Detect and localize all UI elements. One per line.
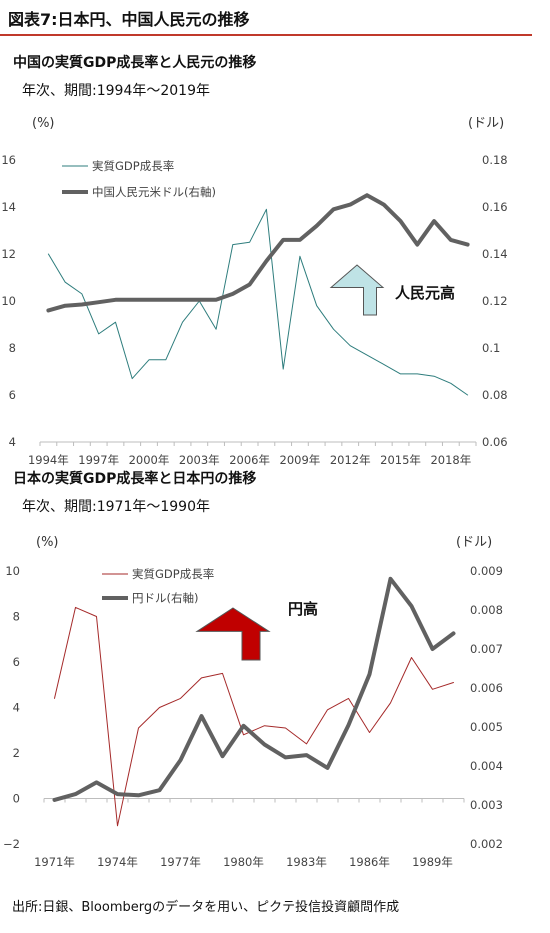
series-line-1 <box>54 606 454 827</box>
legend-label: 実質GDP成長率 <box>132 567 214 581</box>
right-axis-unit: (ドル) <box>456 535 492 550</box>
x-tick-label: 1974年 <box>97 855 138 869</box>
x-tick-label: 2018年 <box>430 453 471 467</box>
x-tick-label: 2000年 <box>129 453 170 467</box>
x-tick-label: 1997年 <box>78 453 119 467</box>
annotation-label: 円高 <box>288 600 318 618</box>
right-tick-label: 0.005 <box>470 720 503 734</box>
x-tick-label: 1983年 <box>286 855 327 869</box>
chart2-title: 日本の実質GDP成長率と日本円の推移 <box>13 471 257 487</box>
right-tick-label: 0.002 <box>470 837 503 851</box>
left-axis-unit: (%) <box>32 116 55 131</box>
series-line-2 <box>46 193 470 313</box>
x-tick-label: 1971年 <box>34 855 75 869</box>
right-tick-label: 0.007 <box>470 642 503 656</box>
right-tick-label: 0.06 <box>482 435 508 449</box>
left-tick-label: 6 <box>13 655 20 669</box>
left-tick-label: 4 <box>9 435 16 449</box>
up-arrow-icon <box>329 264 385 316</box>
right-tick-label: 0.1 <box>482 341 500 355</box>
series-line-2 <box>52 576 456 802</box>
right-tick-label: 0.08 <box>482 388 508 402</box>
right-tick-label: 0.008 <box>470 603 503 617</box>
left-tick-label: 10 <box>5 564 20 578</box>
right-tick-label: 0.004 <box>470 759 503 773</box>
left-tick-label: 8 <box>9 341 16 355</box>
chart2-plot: (%) (ドル) −2 0 2 4 6 8 10 0.002 0.003 0.004 0.005 0.00… <box>3 535 503 869</box>
legend-label: 円ドル(右軸) <box>132 591 198 605</box>
title-divider <box>0 34 532 36</box>
x-tick-label: 1994年 <box>28 453 69 467</box>
chart1-subtitle: 年次、期間:1994年〜2019年 <box>22 83 210 99</box>
annotation-label: 人民元高 <box>395 284 455 302</box>
right-tick-label: 0.14 <box>482 247 508 261</box>
x-tick-label: 2009年 <box>280 453 321 467</box>
right-tick-label: 0.006 <box>470 681 503 695</box>
chart2-subtitle: 年次、期間:1971年〜1990年 <box>22 499 210 515</box>
left-tick-label: 6 <box>9 388 16 402</box>
left-tick-label: 16 <box>1 153 16 167</box>
x-tick-label: 1980年 <box>223 855 264 869</box>
x-tick-label: 1989年 <box>412 855 453 869</box>
legend-label: 実質GDP成長率 <box>92 159 174 173</box>
right-tick-label: 0.003 <box>470 798 503 812</box>
up-arrow-icon <box>195 607 271 661</box>
x-tick-label: 2006年 <box>229 453 270 467</box>
left-tick-label: 4 <box>13 701 20 715</box>
left-axis-unit: (%) <box>36 535 59 550</box>
x-tick-label: 2003年 <box>179 453 220 467</box>
x-tick-label: 2015年 <box>380 453 421 467</box>
chart1-plot: (%) (ドル) 4 6 8 10 12 14 16 0.06 0.08 0.1 0.12 0.14 0.1… <box>1 116 508 467</box>
left-tick-label: 12 <box>1 247 16 261</box>
chart1-title: 中国の実質GDP成長率と人民元の推移 <box>13 55 257 71</box>
legend-label: 中国人民元米ドル(右軸) <box>92 185 216 199</box>
right-tick-label: 0.18 <box>482 153 508 167</box>
left-tick-label: 14 <box>1 200 16 214</box>
left-tick-label: 8 <box>13 610 20 624</box>
left-tick-label: −2 <box>3 837 20 851</box>
x-tick-label: 1977年 <box>160 855 201 869</box>
figure-title: 図表7:日本円、中国人民元の推移 <box>8 10 250 29</box>
left-tick-label: 2 <box>13 746 20 760</box>
series-line-1 <box>47 208 469 396</box>
source-note: 出所:日銀、Bloombergのデータを用い、ピクテ投信投資顧問作成 <box>12 900 400 915</box>
left-tick-label: 0 <box>13 792 20 806</box>
right-tick-label: 0.16 <box>482 200 508 214</box>
right-tick-label: 0.009 <box>470 564 503 578</box>
x-tick-label: 2012年 <box>330 453 371 467</box>
x-tick-label: 1986年 <box>349 855 390 869</box>
right-axis-unit: (ドル) <box>468 116 504 131</box>
right-tick-label: 0.12 <box>482 294 508 308</box>
left-tick-label: 10 <box>1 294 16 308</box>
